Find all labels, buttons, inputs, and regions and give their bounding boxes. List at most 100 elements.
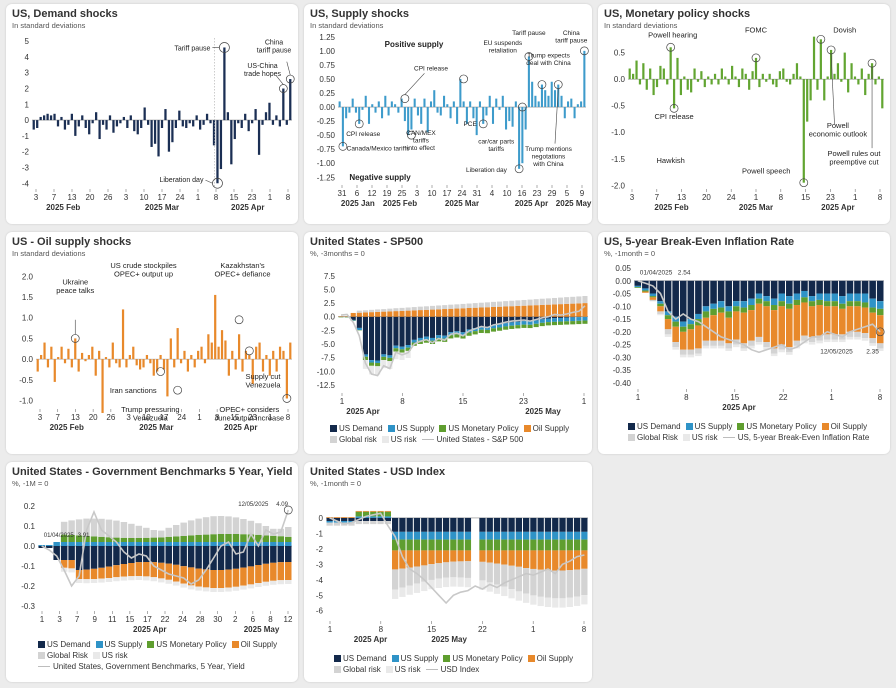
bar [537, 101, 540, 108]
stack-segment-us-demand [559, 517, 566, 532]
bar [152, 359, 155, 376]
stack-segment-oil-supply [515, 305, 521, 317]
bar [87, 354, 91, 360]
y-tick-label: 0.2 [24, 502, 36, 511]
bar [217, 346, 220, 360]
oil-chart: 2.0 1.5 1.0 0.5 0.0 -0.5 -1.0 3 7 13 20 26 3 10 17 24 1 8… [19, 261, 292, 432]
bar [567, 101, 570, 108]
stack-segment-us-demand [479, 517, 486, 532]
stack-segment-oil-supply [527, 305, 533, 317]
annotation-leader [404, 73, 425, 95]
x-group-label: 2025 Feb [46, 203, 80, 212]
bar [514, 101, 517, 108]
bar [195, 115, 198, 121]
stack-segment-us-monetary [778, 301, 786, 307]
stack-segment-us-monetary [537, 539, 544, 551]
annotation: OPEC+ defiance [214, 270, 270, 279]
stack-segment-us-risk [493, 584, 501, 594]
stack-segment-us-demand [530, 517, 537, 532]
stack-segment-us-demand [544, 517, 552, 532]
annotation: Canada/Mexico tariffs [347, 145, 410, 152]
annotation: CAN/MEX [406, 130, 436, 137]
stack-segment-global-risk [392, 569, 399, 590]
legend-us-risk: US risk [101, 651, 128, 660]
bar [367, 107, 371, 124]
stack-segment-us-supply [479, 531, 486, 540]
stack-segment-oil-supply [816, 305, 823, 336]
stack-segment-us-monetary [399, 539, 406, 551]
bar [197, 350, 200, 360]
stack-segment-us-monetary [387, 357, 393, 362]
stack-segment-us-demand [165, 546, 172, 564]
annotation-circle [338, 142, 348, 151]
stack-segment-global-risk [508, 565, 515, 590]
bar [122, 116, 125, 121]
stack-segment-us-supply [687, 319, 695, 325]
stack-segment-us-monetary [497, 327, 503, 331]
stack-segment-global-risk [384, 521, 391, 525]
x-tick-label: 1 [829, 393, 834, 402]
stack-segment-us-risk [501, 586, 508, 597]
stack-segment-oil-supply [876, 315, 884, 344]
bar [527, 56, 530, 108]
x-tick-label: 1 [268, 413, 273, 422]
bar [456, 107, 459, 124]
stack-segment-us-supply [143, 542, 150, 546]
stack-segment-global-risk [120, 522, 128, 538]
stack-segment-us-monetary [570, 321, 576, 325]
stack-segment-oil-supply [356, 312, 362, 317]
stack-segment-us-supply [533, 320, 539, 324]
bar [338, 101, 341, 108]
stack-segment-us-risk [515, 591, 522, 601]
stack-segment-oil-supply [472, 307, 478, 317]
y-tick-label: -2 [316, 545, 324, 554]
stack-segment-global-risk [748, 340, 755, 346]
panel-title: US, Supply shocks [310, 8, 410, 20]
stack-segment-us-supply [368, 360, 375, 363]
stack-segment-global-risk [113, 520, 120, 538]
bar [758, 79, 761, 88]
stack-segment-us-supply [232, 542, 240, 546]
stack-segment-us-supply [195, 542, 202, 546]
bar [469, 101, 472, 108]
annotation-leader [286, 61, 291, 76]
bar [508, 107, 511, 122]
stack-segment-us-demand [831, 280, 839, 294]
stack-segment-us-monetary [732, 306, 740, 312]
stack-segment-us-risk [172, 581, 180, 586]
stack-segment-us-risk [375, 366, 381, 375]
bar [840, 79, 843, 82]
stack-segment-global-risk [187, 520, 195, 536]
annotation-leader [554, 88, 559, 144]
bar [81, 115, 84, 121]
stack-segment-global-risk [150, 530, 158, 538]
stack-segment-us-monetary [649, 296, 657, 298]
x-tick-label: 23 [519, 397, 528, 406]
stack-segment-us-demand [180, 546, 187, 567]
stack-segment-us-monetary [581, 539, 588, 551]
stack-segment-us-monetary [501, 539, 508, 551]
stack-segment-global-risk [545, 298, 551, 305]
stack-segment-us-demand [105, 546, 113, 567]
stack-segment-us-supply [793, 293, 801, 300]
bar [210, 342, 213, 360]
stack-segment-us-monetary [255, 534, 262, 542]
stack-segment-us-risk [544, 597, 552, 608]
bar [108, 359, 111, 368]
stack-segment-us-risk [679, 354, 687, 358]
stack-segment-us-supply [120, 542, 128, 546]
y-tick-label: -0.5 [19, 376, 33, 385]
stack-segment-us-risk [255, 583, 262, 587]
stack-segment-us-supply [521, 321, 527, 325]
y-tick-label: -1.00 [317, 159, 336, 168]
bar [857, 79, 860, 85]
stack-segment-oil-supply [448, 308, 454, 317]
bar [91, 120, 94, 124]
stack-segment-global-risk [501, 564, 508, 587]
stack-segment-us-supply [370, 516, 377, 518]
stack-segment-oil-supply [786, 308, 793, 348]
stack-segment-us-demand [687, 280, 695, 320]
annotation: China [563, 30, 580, 37]
bar [231, 350, 234, 360]
bar [823, 79, 826, 101]
